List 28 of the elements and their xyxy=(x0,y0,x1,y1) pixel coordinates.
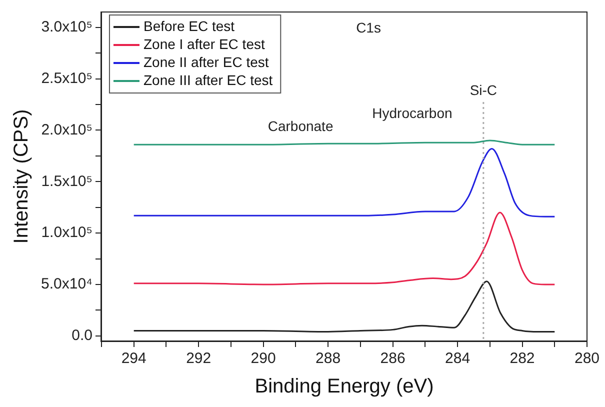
line-series xyxy=(133,148,556,218)
line-series xyxy=(133,212,556,286)
x-tick-label: 284 xyxy=(445,350,470,368)
annotation: Hydrocarbon xyxy=(372,104,452,121)
y-tick-label: 0.0 xyxy=(72,327,92,344)
x-tick-label: 294 xyxy=(121,350,146,368)
annotation: Carbonate xyxy=(268,118,334,134)
x-tick-label: 290 xyxy=(250,350,276,368)
y-tick-label: 1.5x10⁵ xyxy=(41,172,92,190)
x-tick-label: 288 xyxy=(316,350,341,368)
x-tick-label: 292 xyxy=(186,350,212,368)
y-tick-label: 2.5x10⁵ xyxy=(41,70,92,87)
ref-line-label: Si-C xyxy=(470,82,498,98)
y-tick-label: 5.0x10⁴ xyxy=(41,276,92,293)
x-axis-title: Binding Energy (eV) xyxy=(254,376,434,398)
y-tick-label: 2.0x10⁵ xyxy=(41,121,92,138)
x-tick-label: 286 xyxy=(380,350,406,368)
y-tick-label: 3.0x10⁵ xyxy=(41,18,92,36)
legend-label: Before EC test xyxy=(143,18,235,34)
line-series xyxy=(133,280,556,332)
legend-label: Zone I after EC test xyxy=(143,36,265,52)
x-tick-label: 280 xyxy=(574,350,600,368)
x-tick-label: 282 xyxy=(510,350,535,368)
y-tick-label: 1.0x10⁵ xyxy=(41,224,92,242)
annotation: C1s xyxy=(356,19,381,36)
legend-label: Zone II after EC test xyxy=(143,54,269,70)
y-axis-title: Intensity (CPS) xyxy=(10,109,33,244)
legend-label: Zone III after EC test xyxy=(143,72,273,88)
